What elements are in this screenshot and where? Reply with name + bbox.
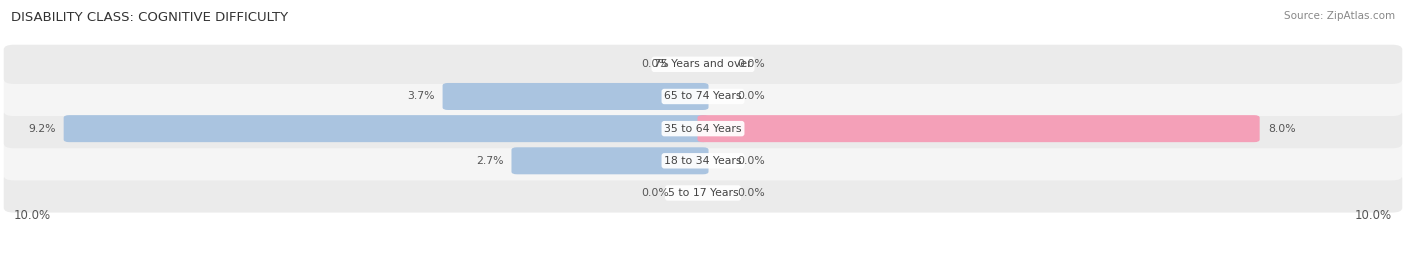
Text: 0.0%: 0.0% [641,188,669,198]
Text: 3.7%: 3.7% [406,91,434,102]
Text: 0.0%: 0.0% [738,156,765,166]
FancyBboxPatch shape [443,83,709,110]
FancyBboxPatch shape [4,141,1402,180]
Text: Source: ZipAtlas.com: Source: ZipAtlas.com [1284,11,1395,21]
FancyBboxPatch shape [512,147,709,174]
FancyBboxPatch shape [697,115,1260,142]
FancyBboxPatch shape [4,109,1402,148]
Text: 0.0%: 0.0% [738,188,765,198]
Text: DISABILITY CLASS: COGNITIVE DIFFICULTY: DISABILITY CLASS: COGNITIVE DIFFICULTY [11,11,288,24]
Text: 75 Years and over: 75 Years and over [654,59,752,69]
Text: 35 to 64 Years: 35 to 64 Years [664,124,742,134]
Text: 0.0%: 0.0% [641,59,669,69]
Text: 0.0%: 0.0% [738,59,765,69]
Text: 2.7%: 2.7% [475,156,503,166]
Text: 8.0%: 8.0% [1268,124,1295,134]
FancyBboxPatch shape [4,173,1402,213]
Text: 65 to 74 Years: 65 to 74 Years [664,91,742,102]
Text: 5 to 17 Years: 5 to 17 Years [668,188,738,198]
FancyBboxPatch shape [63,115,709,142]
Text: 0.0%: 0.0% [738,91,765,102]
Text: 10.0%: 10.0% [14,209,51,222]
Text: 9.2%: 9.2% [28,124,55,134]
FancyBboxPatch shape [4,45,1402,84]
FancyBboxPatch shape [4,77,1402,116]
Text: 10.0%: 10.0% [1355,209,1392,222]
Text: 18 to 34 Years: 18 to 34 Years [664,156,742,166]
